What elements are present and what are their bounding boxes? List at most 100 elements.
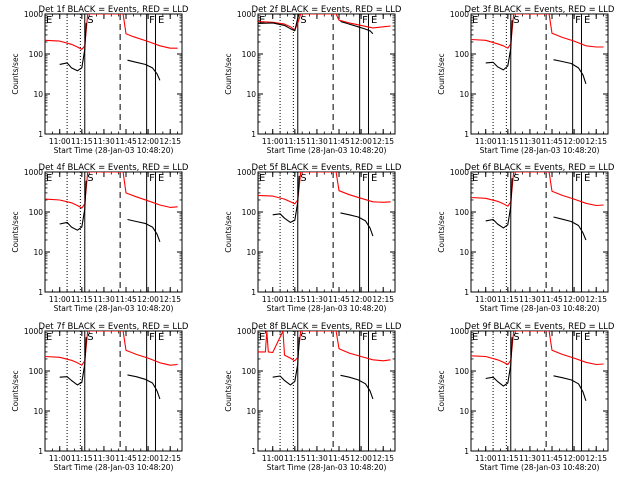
y-tick-label: 1 [464,130,469,139]
x-tick-label: 11:30 [93,454,115,463]
y-tick-label: 1 [251,130,256,139]
x-axis-label: Start Time (28-Jan-03 10:48:20) [480,146,600,155]
y-tick-label: 1 [464,447,469,456]
y-tick-label: 100 [29,208,44,217]
marker-label: E [472,332,478,343]
series-line-black [485,337,587,401]
plot-frame [44,330,183,452]
marker-label: F [362,173,368,184]
marker-label: F [149,173,155,184]
x-tick-label: 12:15 [585,137,607,146]
chart-title: Det 6f BLACK = Events, RED = LLD [465,163,615,173]
x-axis-label: Start Time (28-Jan-03 10:48:20) [54,304,174,313]
plot-frame [257,13,396,135]
x-tick-label: 11:15 [497,137,519,146]
x-tick-label: 11:00 [262,137,284,146]
marker-label: E [472,173,478,184]
chart-title: Det 4f BLACK = Events, RED = LLD [39,163,189,173]
x-tick-label: 11:45 [328,137,350,146]
marker-label: F [575,173,581,184]
x-tick-label: 12:00 [137,295,159,304]
x-tick-label: 11:45 [328,454,350,463]
x-tick-label: 11:15 [497,295,519,304]
series-line-red [258,172,391,205]
y-axis-label: Counts/sec [11,53,20,94]
chart-title: Det 3f BLACK = Events, RED = LLD [465,5,615,15]
y-tick-label: 100 [242,208,257,217]
marker-label: E [259,15,265,26]
x-tick-label: 11:00 [475,137,497,146]
y-tick-label: 1 [251,447,256,456]
marker-label: E [584,15,590,26]
marker-label: S [513,332,519,343]
marker-label: E [371,173,377,184]
x-tick-label: 11:15 [284,295,306,304]
series-line-red [471,14,604,49]
chart-panel-8: Det 8f BLACK = Events, RED = LLD 1 10 100 10… [224,322,402,472]
chart-panel-3: Det 3f BLACK = Events, RED = LLD 1 10 100 10… [437,5,615,155]
series-line-red [471,172,604,207]
x-tick-label: 11:15 [71,295,93,304]
plot-frame [470,171,609,293]
x-tick-label: 11:30 [306,454,328,463]
marker-label: E [584,332,590,343]
y-axis-label: Counts/sec [11,370,20,411]
x-tick-label: 11:30 [519,137,541,146]
y-axis-label: Counts/sec [224,370,233,411]
x-tick-label: 12:15 [372,295,394,304]
y-tick-label: 1000 [24,10,43,19]
x-tick-label: 12:00 [137,454,159,463]
x-axis-label: Start Time (28-Jan-03 10:48:20) [480,463,600,472]
series-line-black [59,22,161,81]
marker-label: F [575,15,581,26]
x-tick-label: 11:15 [71,137,93,146]
series-line-red [45,14,178,50]
marker-label: F [362,332,368,343]
y-axis-label: Counts/sec [437,211,446,252]
x-tick-label: 11:00 [475,295,497,304]
y-tick-label: 1000 [450,327,469,336]
chart-title: Det 7f BLACK = Events, RED = LLD [39,322,189,332]
plot-frame [470,330,609,452]
x-axis-label: Start Time (28-Jan-03 10:48:20) [267,304,387,313]
marker-label: E [46,15,52,26]
series-line-black [272,175,374,237]
marker-label: F [575,332,581,343]
plot-frame [470,13,609,135]
y-tick-label: 1000 [24,168,43,177]
y-tick-label: 1 [38,288,43,297]
marker-label: S [513,15,519,26]
x-tick-label: 12:00 [563,295,585,304]
y-tick-label: 10 [33,248,43,257]
x-tick-label: 12:00 [350,454,372,463]
marker-label: S [300,15,306,26]
y-tick-label: 1000 [450,168,469,177]
plot-frame [44,13,183,135]
x-tick-label: 11:45 [115,454,137,463]
marker-label: E [371,15,377,26]
y-tick-label: 1000 [450,10,469,19]
x-axis-label: Start Time (28-Jan-03 10:48:20) [267,146,387,155]
x-tick-label: 11:15 [497,454,519,463]
marker-label: F [149,332,155,343]
marker-label: S [300,332,306,343]
x-tick-label: 11:00 [262,295,284,304]
chart-title: Det 2f BLACK = Events, RED = LLD [252,5,402,15]
y-tick-label: 1000 [237,327,256,336]
x-tick-label: 11:00 [49,454,71,463]
y-tick-label: 10 [459,90,469,99]
y-tick-label: 100 [455,50,470,59]
x-tick-label: 12:15 [159,295,181,304]
chart-title: Det 9f BLACK = Events, RED = LLD [465,322,615,332]
marker-label: E [259,173,265,184]
marker-label: E [259,332,265,343]
x-tick-label: 11:30 [306,295,328,304]
x-tick-label: 12:15 [159,454,181,463]
y-tick-label: 10 [459,248,469,257]
y-axis-label: Counts/sec [224,211,233,252]
marker-label: S [300,173,306,184]
x-tick-label: 12:15 [372,137,394,146]
x-axis-label: Start Time (28-Jan-03 10:48:20) [54,463,174,472]
chart-panel-6: Det 6f BLACK = Events, RED = LLD 1 10 100 10… [437,163,615,313]
